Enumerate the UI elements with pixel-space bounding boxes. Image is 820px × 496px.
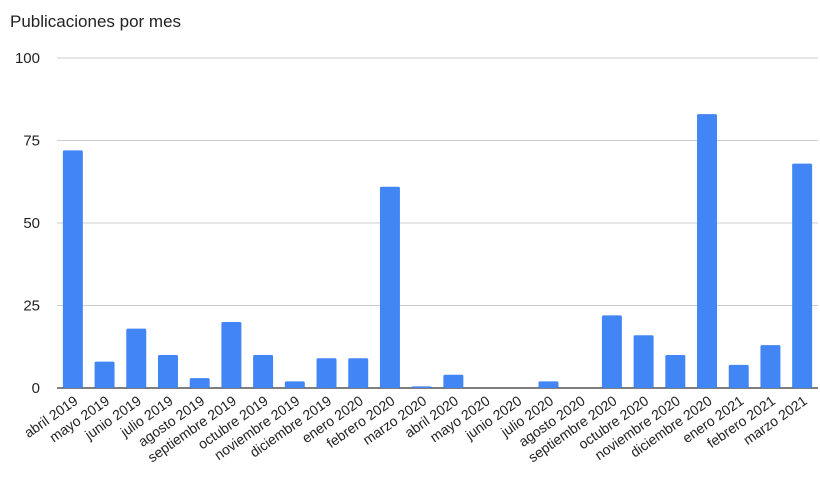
chart-title: Publicaciones por mes: [10, 12, 182, 31]
bar: [284, 381, 305, 388]
bar: [538, 381, 559, 388]
bar: [760, 345, 781, 388]
bar: [316, 358, 337, 388]
bar: [62, 150, 83, 388]
bar: [253, 355, 274, 388]
bar: [126, 328, 147, 388]
bar: [348, 358, 369, 388]
bar: [221, 322, 242, 388]
bar: [633, 335, 654, 388]
bars: [62, 114, 813, 388]
bar: [94, 361, 115, 388]
y-tick-label: 50: [23, 215, 40, 232]
bar: [697, 114, 718, 388]
bar: [411, 386, 432, 388]
y-tick-label: 75: [23, 133, 40, 150]
gridlines: [57, 57, 818, 389]
bar: [157, 355, 178, 388]
y-tick-label: 100: [15, 50, 40, 67]
bar: [443, 374, 464, 388]
bar: [792, 163, 813, 388]
y-tick-label: 0: [32, 380, 40, 397]
bar: [379, 186, 400, 388]
bar: [665, 355, 686, 388]
y-axis-ticks: 0 25 50 75 100: [15, 50, 40, 397]
bar: [189, 378, 210, 388]
bar: [601, 315, 622, 388]
bar: [728, 364, 749, 388]
y-tick-label: 25: [23, 298, 40, 315]
